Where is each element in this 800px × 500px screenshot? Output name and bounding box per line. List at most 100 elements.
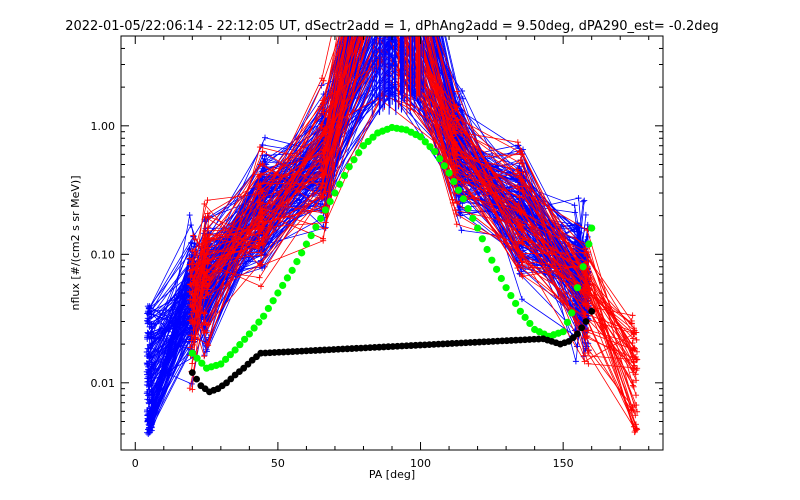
red-measurement-marker bbox=[518, 258, 525, 265]
red-measurement-marker bbox=[582, 334, 589, 341]
green-fit-point bbox=[502, 284, 510, 292]
green-fit-point bbox=[588, 224, 596, 232]
blue-measurement-marker bbox=[390, 7, 396, 13]
blue-measurement-marker bbox=[146, 323, 153, 330]
y-tick-label: 1.00 bbox=[91, 120, 116, 133]
red-measurement-marker bbox=[186, 385, 193, 392]
blue-measurement-marker bbox=[145, 311, 152, 318]
blue-measurement-marker bbox=[458, 108, 465, 115]
red-measurement-marker bbox=[454, 116, 461, 123]
red-measurement-marker bbox=[375, 12, 381, 18]
green-fit-point bbox=[568, 309, 576, 317]
green-fit-point bbox=[279, 281, 287, 290]
red-measurement-marker bbox=[257, 283, 264, 290]
red-measurement-marker bbox=[187, 296, 194, 303]
red-measurement-marker bbox=[190, 319, 197, 326]
red-measurement-marker bbox=[580, 352, 587, 359]
red-measurement-marker bbox=[580, 269, 587, 276]
red-measurement-marker bbox=[581, 294, 588, 301]
green-fit-point bbox=[340, 171, 349, 180]
fit-curves-layer bbox=[188, 123, 596, 396]
green-fit-point bbox=[226, 351, 234, 359]
green-fit-point bbox=[198, 359, 206, 367]
red-measurement-trace bbox=[191, 36, 636, 333]
blue-measurement-marker bbox=[581, 197, 588, 204]
blue-measurement-marker bbox=[573, 225, 580, 232]
red-measurement-marker bbox=[202, 310, 209, 317]
red-measurement-marker bbox=[204, 197, 211, 204]
green-fit-point bbox=[526, 319, 534, 328]
red-measurement-marker bbox=[514, 166, 521, 173]
red-measurement-marker bbox=[320, 193, 327, 200]
blue-measurement-marker bbox=[571, 209, 578, 216]
blue-measurement-marker bbox=[584, 221, 591, 228]
black-fit-point bbox=[578, 324, 586, 332]
red-measurement-marker bbox=[260, 241, 267, 248]
red-measurement-marker bbox=[256, 274, 263, 281]
red-measurement-trace bbox=[192, 36, 637, 362]
green-fit-point bbox=[231, 346, 239, 354]
green-fit-point bbox=[364, 137, 372, 146]
red-measurement-trace bbox=[193, 36, 637, 371]
red-measurement-marker bbox=[633, 392, 640, 399]
red-measurement-marker bbox=[257, 261, 264, 268]
blue-measurement-marker bbox=[459, 95, 466, 102]
green-fit-point bbox=[359, 142, 368, 150]
red-measurement-marker bbox=[581, 310, 588, 317]
red-measurement-marker bbox=[190, 232, 197, 239]
blue-measurement-marker bbox=[582, 211, 589, 218]
red-measurement-marker bbox=[259, 148, 266, 155]
blue-measurement-marker bbox=[144, 360, 151, 367]
red-measurement-marker bbox=[451, 128, 458, 135]
green-fit-point bbox=[188, 349, 196, 357]
green-fit-point bbox=[483, 245, 491, 254]
green-fit-point bbox=[193, 354, 201, 362]
black-fit-point bbox=[193, 375, 200, 383]
red-measurement-marker bbox=[318, 184, 325, 191]
green-fit-point bbox=[563, 318, 572, 326]
red-measurement-marker bbox=[206, 213, 213, 220]
red-measurement-marker bbox=[189, 302, 196, 309]
green-fit-point bbox=[521, 313, 529, 321]
green-fit-point bbox=[512, 299, 520, 308]
red-measurement-marker bbox=[189, 267, 196, 274]
red-measurement-trace bbox=[192, 36, 634, 383]
green-fit-point bbox=[245, 330, 253, 338]
red-measurement-marker bbox=[320, 106, 327, 113]
blue-measurement-marker bbox=[145, 345, 152, 352]
red-measurement-trace bbox=[194, 36, 636, 433]
red-measurement-marker bbox=[256, 144, 263, 151]
blue-measurement-marker bbox=[144, 308, 151, 315]
red-measurement-marker bbox=[633, 377, 640, 384]
red-measurement-trace bbox=[191, 36, 636, 416]
green-fit-point bbox=[217, 360, 225, 368]
green-fit-point bbox=[302, 240, 311, 248]
blue-measurement-marker bbox=[458, 227, 465, 234]
green-fit-point bbox=[497, 274, 505, 283]
blue-measurement-marker bbox=[145, 351, 152, 358]
red-measurement-trace bbox=[189, 36, 634, 334]
blue-measurement-marker bbox=[144, 392, 151, 399]
red-measurement-marker bbox=[257, 181, 264, 188]
red-measurement-marker bbox=[633, 336, 640, 343]
red-measurement-marker bbox=[203, 329, 210, 336]
red-measurement-marker bbox=[189, 321, 196, 327]
x-axis-label: PA [deg] bbox=[369, 468, 415, 481]
blue-measurement-marker bbox=[391, 4, 397, 10]
red-measurement-marker bbox=[259, 208, 266, 215]
red-measurement-marker bbox=[453, 221, 460, 228]
green-fit-point bbox=[573, 284, 582, 292]
green-fit-point bbox=[250, 324, 258, 332]
red-measurement-marker bbox=[633, 356, 640, 363]
blue-measurement-marker bbox=[148, 354, 155, 361]
blue-measurement-marker bbox=[148, 424, 155, 431]
blue-measurement-marker bbox=[145, 421, 152, 428]
green-fit-point bbox=[478, 235, 486, 243]
green-fit-point bbox=[459, 195, 467, 203]
red-measurement-marker bbox=[634, 365, 641, 372]
red-measurement-marker bbox=[634, 408, 641, 415]
green-fit-point bbox=[492, 265, 501, 273]
red-measurement-marker bbox=[633, 329, 640, 336]
blue-measurement-marker bbox=[392, 9, 398, 15]
green-fit-point bbox=[431, 148, 439, 156]
